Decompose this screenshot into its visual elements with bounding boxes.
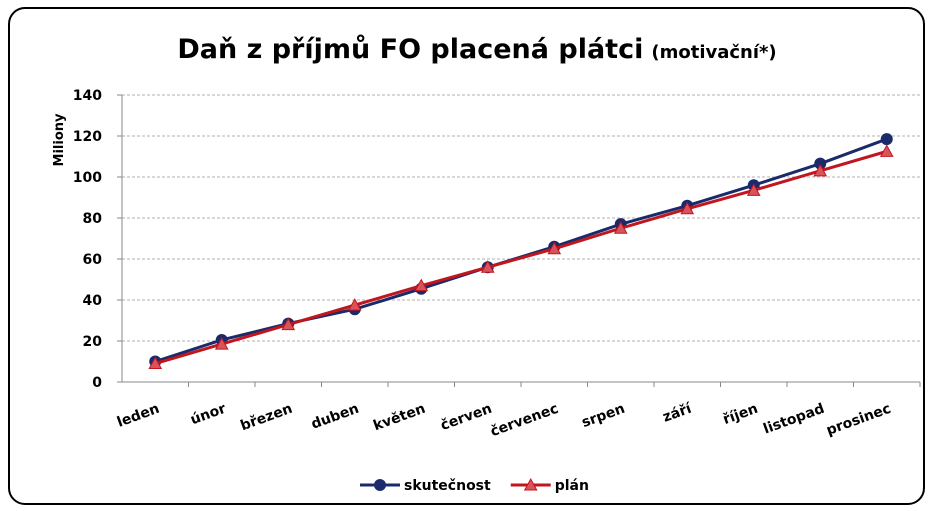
point [746, 183, 761, 196]
y-tick-label: 100 [73, 170, 102, 186]
legend-marker [523, 477, 538, 491]
legend-marker [374, 479, 386, 491]
y-tick-label: 120 [73, 129, 102, 145]
y-tick-label: 80 [83, 211, 103, 227]
chart-subtitle: (motivační*) [651, 42, 776, 63]
point [880, 133, 893, 146]
y-axis-label: Miliony [52, 113, 67, 166]
y-tick-label: 140 [73, 88, 102, 104]
y-tick-label: 0 [92, 375, 102, 391]
point [813, 163, 828, 177]
legend-label: plán [555, 478, 589, 494]
point [281, 317, 296, 331]
point [214, 337, 229, 350]
point [414, 278, 429, 292]
point [148, 356, 163, 370]
line [154, 149, 888, 365]
point [680, 201, 695, 215]
y-tick-label: 40 [83, 293, 103, 309]
point [879, 144, 894, 157]
chart-title-line: Daň z příjmů FO placená plátci (motivační… [177, 34, 776, 65]
chart-title: Daň z příjmů FO placená plátci [177, 34, 643, 65]
y-tick-label: 60 [83, 252, 103, 268]
point [613, 221, 628, 234]
chart-frame [8, 7, 925, 505]
point [547, 241, 562, 255]
point [347, 298, 362, 311]
series [148, 144, 894, 370]
legend-label: skutečnost [404, 478, 491, 494]
y-tick-label: 20 [83, 334, 103, 350]
point [480, 260, 495, 273]
